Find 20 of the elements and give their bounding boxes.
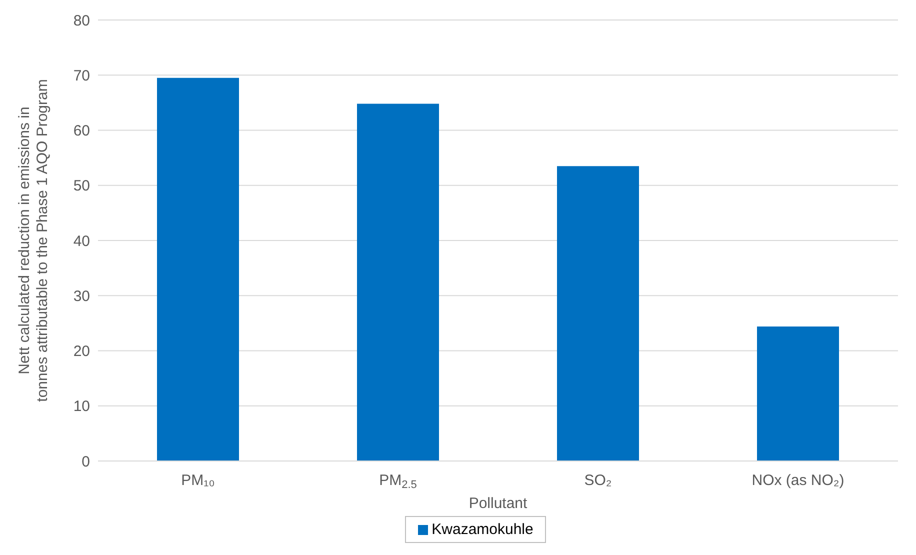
y-tick-label: 30 [73,288,90,305]
y-tick-label: 70 [73,67,90,84]
x-axis-title: Pollutant [468,495,528,512]
bar [357,104,439,461]
bar [157,78,239,461]
x-tick-label: PM₁₀ [181,472,215,489]
x-tick-label: NOx (as NO₂) [752,472,844,489]
y-tick-label: 10 [73,398,90,416]
y-tick-label: 40 [73,232,90,250]
x-tick-label: SO₂ [584,472,612,489]
y-axis-title: Nett calculated reduction in emissions in tonnes attributable to the Phase 1 AQO Program [16,79,51,402]
y-tick-label: 60 [73,122,90,140]
y-tick-label: 0 [82,453,90,470]
y-tick-label: 80 [73,12,90,30]
bar [557,166,639,461]
y-tick-label: 50 [73,178,90,195]
y-tick-label: 20 [73,343,90,360]
x-tick-label: PM$_{2.5}$ [379,472,417,491]
legend-label: Kwazamokuhle [430,521,534,538]
bar [757,326,839,461]
